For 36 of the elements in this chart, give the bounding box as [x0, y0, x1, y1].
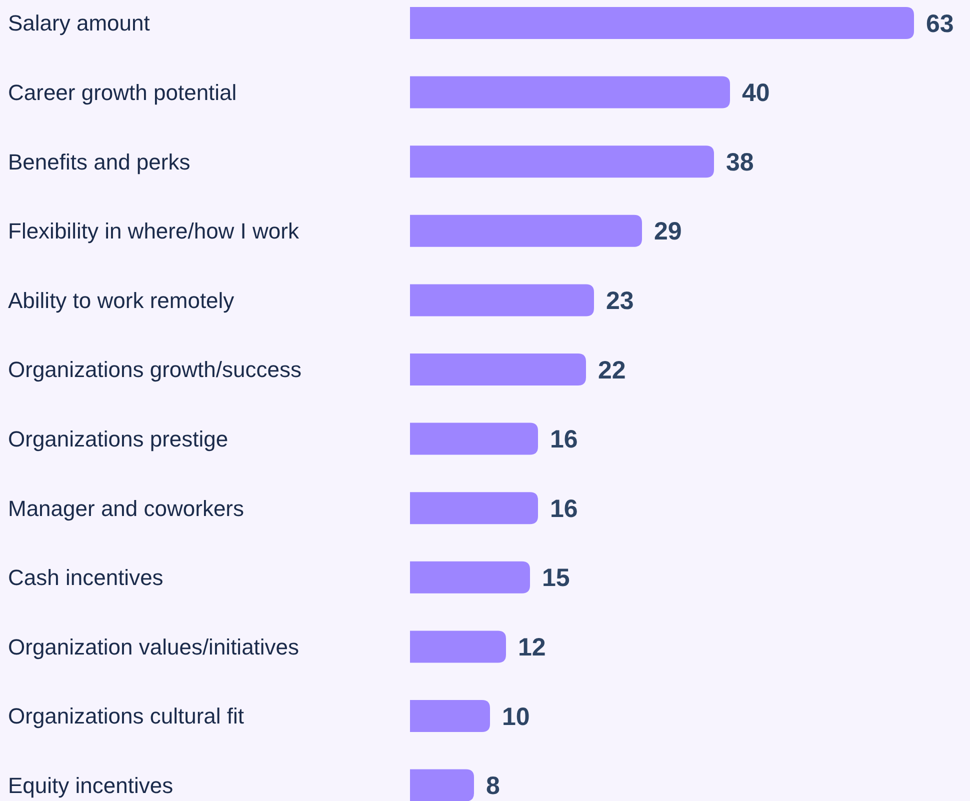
data-label: 10: [502, 702, 530, 731]
bar: [410, 284, 594, 316]
data-label: 16: [550, 494, 578, 523]
y-tick-label: Career growth potential: [8, 80, 237, 105]
bar: [410, 354, 586, 386]
data-label: 38: [726, 148, 754, 176]
data-label: 63: [926, 10, 954, 38]
data-label: 15: [542, 564, 570, 592]
bar: [410, 76, 730, 108]
data-label: 29: [654, 218, 682, 246]
bar: [410, 492, 538, 524]
y-tick-label: Manager and coworkers: [8, 496, 244, 521]
bar: [410, 214, 642, 247]
data-label: 16: [550, 426, 578, 454]
data-label: 23: [606, 286, 634, 315]
bar: [410, 630, 506, 663]
y-tick-label: Benefits and perks: [8, 149, 190, 174]
y-tick-label: Organizations cultural fit: [8, 704, 244, 729]
data-label: 40: [742, 79, 770, 108]
bar: [410, 422, 538, 455]
y-tick-label: Equity incentives: [8, 773, 174, 798]
data-label: 12: [518, 633, 546, 662]
data-label: 8: [486, 772, 500, 800]
y-tick-label: Organization values/initiatives: [8, 634, 300, 660]
y-tick-label: Flexibility in where/how I work: [8, 218, 300, 244]
y-tick-label: Salary amount: [8, 10, 150, 36]
bar: [410, 7, 914, 39]
bar: [410, 561, 530, 594]
y-tick-label: Cash incentives: [8, 565, 164, 590]
y-tick-label: Organizations growth/success: [8, 357, 302, 382]
y-tick-label: Ability to work remotely: [8, 288, 234, 313]
y-tick-label: Organizations prestige: [8, 426, 228, 452]
bar: [410, 769, 474, 801]
bar: [410, 146, 714, 178]
data-label: 22: [598, 356, 626, 384]
bar: [410, 700, 490, 732]
